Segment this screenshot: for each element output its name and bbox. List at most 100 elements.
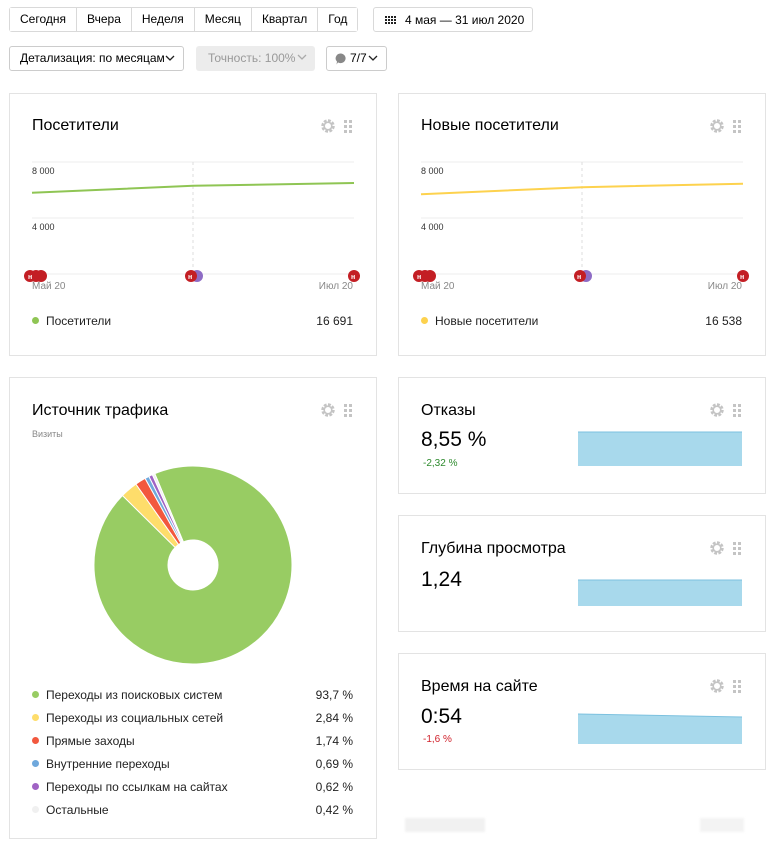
legend-dot (32, 737, 39, 744)
depth-sparkline (578, 579, 742, 606)
legend-dot (32, 783, 39, 790)
drag-handle-icon[interactable] (733, 119, 741, 133)
visitors-card-title: Посетители (32, 117, 119, 134)
legend-dot (32, 714, 39, 721)
detail-label: Детализация: по месяцам (20, 51, 165, 65)
x-tick-may: Май 20 (421, 281, 455, 292)
page-depth-card: Глубина просмотра 1,24 (398, 515, 766, 632)
date-range-button[interactable]: 4 мая — 31 июл 2020 (373, 7, 533, 32)
bounce-card-title: Отказы (421, 402, 476, 419)
legend-label: Переходы по ссылкам на сайтах (46, 780, 228, 794)
legend-label: Остальные (46, 803, 109, 817)
period-year-button[interactable]: Год (318, 8, 358, 31)
bounce-value: 8,55 % (421, 428, 487, 451)
loading-placeholder (700, 818, 744, 832)
chevron-down-icon (165, 55, 175, 61)
detail-dropdown[interactable]: Детализация: по месяцам (9, 46, 184, 71)
gear-icon[interactable] (709, 402, 725, 418)
bounce-rate-card: Отказы 8,55 % -2,32 % (398, 377, 766, 494)
depth-card-title: Глубина просмотра (421, 540, 566, 557)
legend-dot (32, 317, 39, 324)
legend-value: 0,42 % (315, 803, 353, 817)
legend-value: 1,74 % (315, 734, 353, 748)
new-visitors-series-line (420, 182, 744, 196)
gear-icon[interactable] (320, 402, 336, 418)
legend-dot (32, 760, 39, 767)
legend-label: Посетители (46, 314, 112, 328)
legend-value: 16 538 (705, 314, 742, 328)
drag-handle-icon[interactable] (344, 403, 352, 417)
drag-handle-icon[interactable] (344, 119, 352, 133)
time-sparkline (578, 713, 742, 744)
x-tick-jul: Июл 20 (707, 281, 742, 292)
time-card-title: Время на сайте (421, 678, 538, 695)
period-month-button[interactable]: Месяц (194, 8, 252, 31)
pie-slice[interactable] (93, 465, 293, 665)
x-tick-may: Май 20 (32, 281, 66, 292)
loading-placeholder (405, 818, 485, 832)
note-markers[interactable] (413, 270, 749, 282)
legend-label: Прямые заходы (46, 734, 135, 748)
note-marker-label: н (417, 274, 421, 281)
new-visitors-chart: н н н (413, 161, 749, 282)
note-markers[interactable] (24, 270, 360, 282)
pie-slice[interactable] (151, 473, 185, 543)
note-marker-label: н (351, 274, 355, 281)
note-marker-label: н (188, 274, 192, 281)
time-value: 0:54 (421, 705, 462, 728)
drag-handle-icon[interactable] (733, 403, 741, 417)
period-selector: Сегодня Вчера Неделя Месяц Квартал Год (9, 7, 359, 32)
comment-icon (335, 52, 346, 64)
accuracy-dropdown[interactable]: Точность: 100% (196, 46, 315, 71)
visitors-chart: н н н (24, 161, 360, 282)
accuracy-label: Точность: 100% (208, 51, 296, 65)
y-tick-8000: 8 000 (421, 166, 444, 176)
gear-icon[interactable] (709, 540, 725, 556)
bounce-change: -2,32 % (423, 458, 458, 469)
legend-dot (32, 806, 39, 813)
period-quarter-button[interactable]: Квартал (251, 8, 319, 31)
note-marker-label: н (740, 274, 744, 281)
chevron-down-icon (368, 55, 378, 61)
time-on-site-card: Время на сайте 0:54 -1,6 % (398, 653, 766, 770)
legend-dot (32, 691, 39, 698)
legend-value: 2,84 % (315, 711, 353, 725)
notes-dropdown[interactable]: 7/7 (326, 46, 387, 71)
gear-icon[interactable] (709, 678, 725, 694)
legend-value: 16 691 (316, 314, 353, 328)
x-tick-jul: Июл 20 (318, 281, 353, 292)
legend-label: Новые посетители (435, 314, 539, 328)
visitors-card: Посетители 8 000 4 000 н н н Май 20 Июл … (9, 93, 377, 356)
new-visitors-card-title: Новые посетители (421, 117, 559, 134)
y-tick-4000: 4 000 (421, 222, 444, 232)
legend-value: 0,62 % (315, 780, 353, 794)
y-tick-8000: 8 000 (32, 166, 55, 176)
legend-label: Внутренние переходы (46, 757, 170, 771)
traffic-card-subtitle: Визиты (32, 429, 63, 439)
date-range-label: 4 мая — 31 июл 2020 (405, 12, 525, 27)
legend-value: 93,7 % (315, 688, 353, 702)
time-change: -1,6 % (423, 734, 452, 745)
traffic-pie-chart (93, 465, 293, 665)
visitors-series-line (31, 182, 355, 194)
note-marker-label: н (577, 274, 581, 281)
traffic-source-card: Источник трафика Визиты Переходы из поис… (9, 377, 377, 839)
legend-value: 0,69 % (315, 757, 353, 771)
period-today-button[interactable]: Сегодня (10, 8, 77, 31)
depth-value: 1,24 (421, 568, 462, 591)
calendar-icon (385, 15, 396, 24)
legend-label: Переходы из социальных сетей (46, 711, 224, 725)
gear-icon[interactable] (709, 118, 725, 134)
bounce-sparkline (578, 431, 742, 466)
chevron-down-icon (297, 54, 307, 60)
new-visitors-card: Новые посетители 8 000 4 000 н н н Май 2… (398, 93, 766, 356)
drag-handle-icon[interactable] (733, 541, 741, 555)
period-week-button[interactable]: Неделя (131, 8, 195, 31)
legend-dot (421, 317, 428, 324)
y-tick-4000: 4 000 (32, 222, 55, 232)
period-yesterday-button[interactable]: Вчера (77, 8, 132, 31)
gear-icon[interactable] (320, 118, 336, 134)
legend-label: Переходы из поисковых систем (46, 688, 223, 702)
drag-handle-icon[interactable] (733, 679, 741, 693)
traffic-card-title: Источник трафика (32, 402, 169, 419)
